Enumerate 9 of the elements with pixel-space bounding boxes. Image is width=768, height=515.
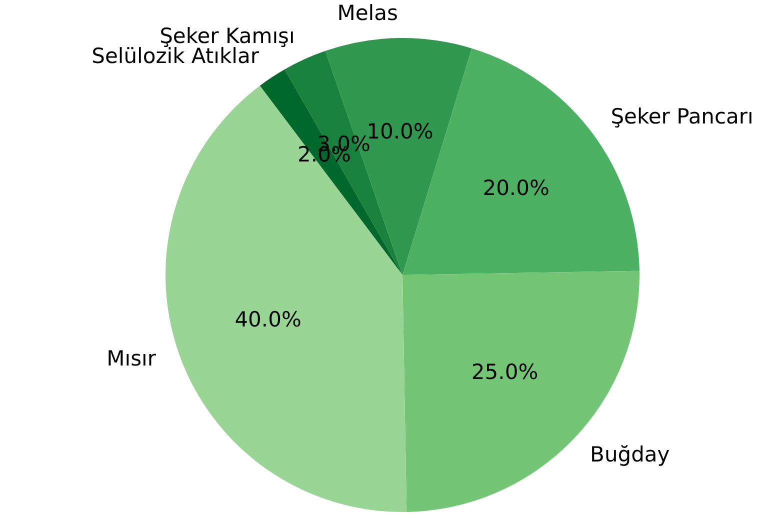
data-label: 40.0% bbox=[234, 308, 302, 332]
data-label: 25.0% bbox=[471, 360, 538, 384]
slice-label: Mısır bbox=[106, 346, 156, 370]
slice-label: Buğday bbox=[590, 442, 670, 467]
data-label: 20.0% bbox=[482, 176, 550, 200]
slice-label: Melas bbox=[337, 0, 398, 25]
slice-label: Şeker Kamışı bbox=[160, 24, 295, 48]
data-label: 10.0% bbox=[366, 119, 434, 144]
slice-label: Şeker Pancarı bbox=[610, 104, 754, 129]
